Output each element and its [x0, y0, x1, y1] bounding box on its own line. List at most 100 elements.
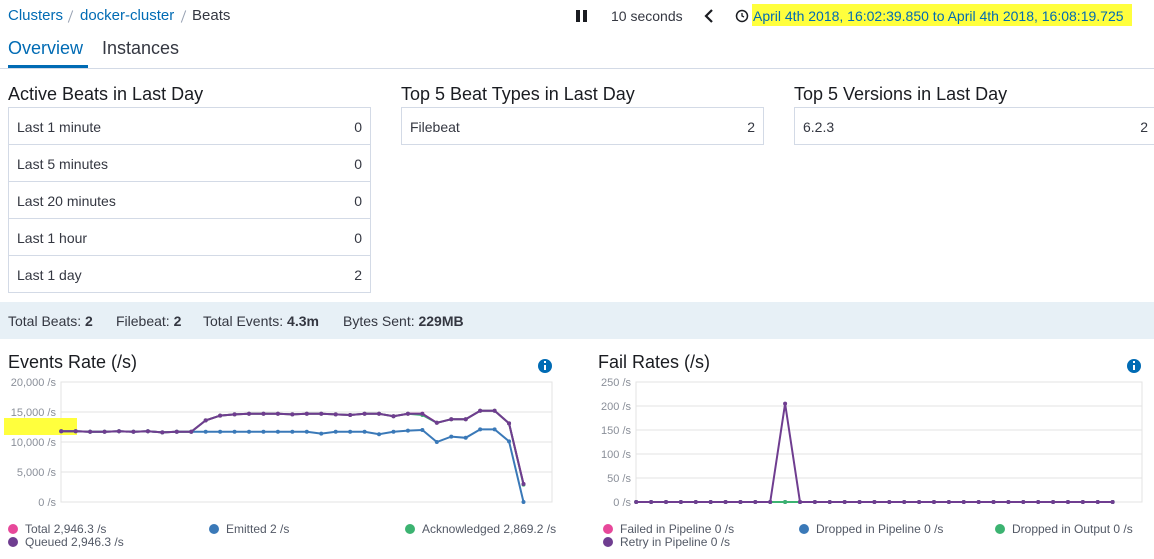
panel-title: Top 5 Beat Types in Last Day: [401, 84, 635, 104]
tab-active[interactable]: Overview: [8, 38, 84, 58]
info-icon-glyph: [1133, 361, 1135, 363]
data-point: [753, 500, 758, 504]
legend-swatch[interactable]: [8, 524, 18, 534]
table-row: Last 1 minute 0: [9, 108, 370, 145]
y-tick-label: 100 /s: [601, 449, 631, 461]
legend-value: 2,946.3 /s: [54, 522, 107, 536]
legend-swatch[interactable]: [209, 524, 219, 534]
data-point: [521, 500, 526, 504]
legend-swatch[interactable]: [8, 537, 18, 547]
legend-swatch[interactable]: [799, 524, 809, 534]
data-point: [377, 411, 382, 416]
data-point: [449, 417, 454, 422]
table-row: Filebeat 2: [402, 108, 763, 145]
data-point: [1036, 500, 1041, 504]
refresh-interval[interactable]: 10 seconds: [611, 8, 683, 24]
legend-swatch[interactable]: [603, 524, 613, 534]
data-point: [872, 500, 877, 504]
data-point: [449, 434, 454, 439]
data-point: [261, 411, 266, 416]
data-point: [1051, 500, 1056, 504]
legend-swatch[interactable]: [995, 524, 1005, 534]
summary-item: Filebeat: 2: [116, 313, 181, 329]
y-tick-label: 5,000 /s: [17, 467, 57, 479]
legend-name: Queued: [25, 535, 68, 549]
row-label: Last 5 minutes: [17, 156, 109, 172]
panel-title: Top 5 Versions in Last Day: [794, 84, 1008, 104]
legend-name: Retry in Pipeline: [620, 535, 708, 549]
legend-name: Dropped in Pipeline: [816, 522, 921, 536]
data-point: [247, 411, 252, 416]
clock-icon: [735, 9, 749, 23]
info-icon-glyph: [544, 365, 546, 370]
data-point: [420, 411, 425, 416]
legend-value: 0 /s: [715, 522, 734, 536]
tab-underline: [8, 65, 88, 68]
data-point: [203, 418, 208, 423]
legend-entry: Acknowledged 2,869.2 /s: [422, 522, 556, 536]
legend-entry: Queued 2,946.3 /s: [25, 535, 124, 549]
table-row: Last 20 minutes 0: [9, 182, 370, 219]
summary-bar: Total Beats: 2 Filebeat: 2 Total Events: 4…: [0, 302, 1154, 339]
data-point: [319, 431, 324, 436]
summary-label: Total Beats:: [8, 313, 82, 329]
data-point: [290, 429, 295, 434]
table: Last 1 minute 0 Last 5 minutes 0 Last 20 min…: [8, 107, 371, 293]
legend-value: 2 /s: [270, 522, 289, 536]
breadcrumb-link[interactable]: Clusters: [8, 7, 64, 24]
y-tick-label: 200 /s: [601, 401, 631, 413]
highlight: [4, 418, 77, 435]
chart-title: Fail Rates (/s): [598, 352, 710, 372]
legend-value: 0 /s: [1113, 522, 1132, 536]
series-line: [61, 409, 525, 485]
highlight: [752, 4, 1132, 26]
table-row: Last 1 day 2: [9, 256, 370, 293]
y-tick-label: 20,000 /s: [11, 377, 57, 389]
data-point: [391, 414, 396, 419]
legend-entry: Dropped in Output 0 /s: [1012, 522, 1133, 536]
tab[interactable]: Instances: [102, 38, 180, 58]
time-range[interactable]: April 4th 2018, 16:02:39.850 to April 4t…: [753, 8, 1124, 24]
data-point: [391, 429, 396, 434]
series-line: [61, 428, 525, 503]
data-point: [1006, 500, 1011, 504]
data-point: [991, 500, 996, 504]
row-value: 0: [354, 119, 362, 135]
summary-item: Total Events: 4.3m: [203, 313, 319, 329]
row-label: 6.2.3: [803, 119, 835, 135]
breadcrumb-link[interactable]: docker-cluster: [80, 7, 175, 24]
data-point: [247, 429, 252, 434]
data-point: [434, 420, 439, 425]
y-tick-label: 150 /s: [601, 425, 631, 437]
data-point: [218, 413, 223, 418]
row-value: 2: [747, 119, 755, 135]
data-point: [174, 429, 179, 434]
data-point: [145, 429, 150, 434]
row-value: 2: [1140, 119, 1148, 135]
data-point: [232, 429, 237, 434]
legend-entry: Total 2,946.3 /s: [25, 522, 106, 536]
data-point: [507, 421, 512, 426]
data-point: [708, 500, 713, 504]
data-point: [102, 429, 107, 434]
data-point: [961, 500, 966, 504]
data-point: [117, 429, 122, 434]
data-point: [1110, 500, 1115, 504]
pause-button[interactable]: [575, 9, 589, 23]
legend-entry: Dropped in Pipeline 0 /s: [816, 522, 943, 536]
data-point: [362, 411, 367, 416]
data-point: [275, 411, 280, 416]
data-point: [649, 500, 654, 504]
data-point: [275, 429, 280, 434]
y-tick-label: 0 /s: [613, 497, 631, 509]
legend-swatch[interactable]: [405, 524, 415, 534]
info-icon-glyph: [544, 361, 546, 363]
data-point: [261, 429, 266, 434]
previous-button[interactable]: [703, 9, 715, 23]
data-point: [478, 427, 483, 432]
data-point: [827, 500, 832, 504]
legend-swatch[interactable]: [603, 537, 613, 547]
legend-value: 2,946.3 /s: [71, 535, 124, 549]
y-tick-label: 0 /s: [38, 497, 56, 509]
data-point: [333, 429, 338, 434]
